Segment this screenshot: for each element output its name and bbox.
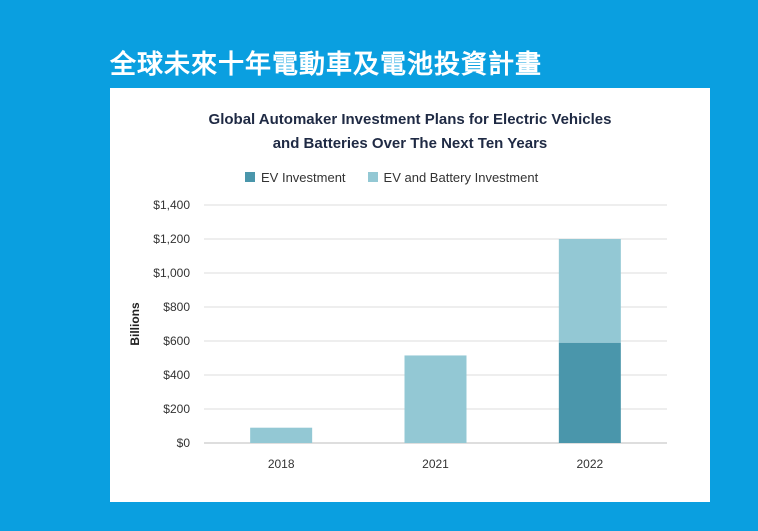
legend-swatch-ev-battery-investment: [367, 172, 378, 182]
legend-item-ev-battery-investment: EV and Battery Investment: [367, 169, 539, 185]
chart-legend: EV Investment EV and Battery Investment: [245, 168, 560, 186]
y-tick-label: $200: [163, 402, 190, 416]
legend-label-ev-battery-investment: EV and Battery Investment: [383, 169, 539, 185]
y-tick-label: $0: [177, 436, 191, 450]
y-tick-label: $1,200: [153, 232, 190, 246]
chart-panel: Global Automaker Investment Plans for El…: [110, 88, 710, 502]
y-tick-label: $600: [163, 334, 190, 348]
legend-item-ev-investment: EV Investment: [245, 170, 346, 185]
chart-title: Global Automaker Investment Plans for El…: [110, 108, 710, 156]
y-tick-label: $800: [163, 300, 190, 314]
x-tick-label: 2022: [576, 457, 603, 471]
chart-title-line-1: Global Automaker Investment Plans for El…: [208, 111, 612, 128]
y-tick-label: $1,400: [153, 198, 190, 212]
legend-label-ev-investment: EV Investment: [261, 169, 346, 185]
chart-plot-area: $0 $200 $400 $600 $800 $1,000 $1,200 $1,400 Bill…: [128, 198, 667, 471]
y-tick-label: $1,000: [153, 266, 190, 280]
x-tick-label: 2018: [268, 457, 295, 471]
bar-ev-battery-investment: [404, 355, 467, 443]
bar-ev-investment: [558, 342, 621, 443]
x-tick-label: 2021: [422, 457, 449, 471]
bar-ev-battery-investment: [558, 239, 621, 343]
chart-title-line-2: and Batteries Over The Next Ten Years: [272, 135, 548, 152]
y-axis-label: Billions: [128, 302, 142, 346]
page-title: 全球未來十年電動車及電池投資計畫: [110, 50, 543, 80]
legend-swatch-ev-investment: [245, 172, 255, 182]
bar-ev-battery-investment: [250, 427, 313, 443]
y-tick-label: $400: [163, 368, 190, 382]
